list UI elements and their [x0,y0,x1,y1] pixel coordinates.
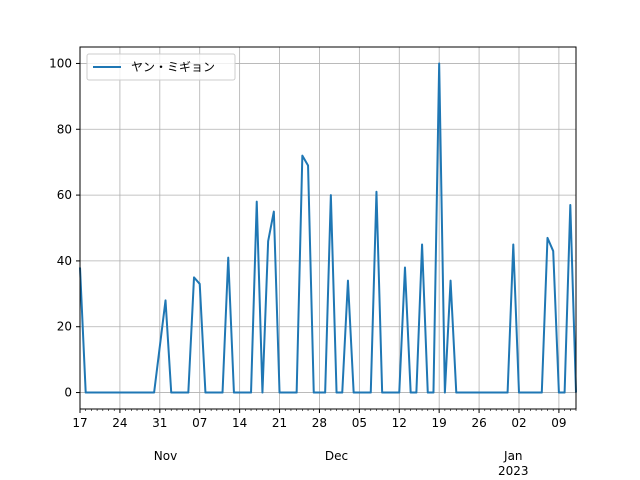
x-tick-label: 14 [232,416,247,430]
x-tick-label: 17 [72,416,87,430]
x-tick-label: 09 [551,416,566,430]
legend: ヤン・ミギョン [86,53,236,81]
x-tick-label: 02 [511,416,526,430]
plot-frame [79,46,577,410]
y-tick-label: 0 [64,386,72,400]
tick-layer: 0 20 40 60 80 100 17 24 31 07 14 21 28 05 12 19 26 02 09 No… [49,56,577,478]
x-tick-label: 28 [312,416,327,430]
series-line [79,62,577,394]
grid-layer [79,47,576,409]
x-tick-label: 05 [352,416,367,430]
x-month-label: Nov [154,449,177,463]
y-tick-label: 40 [57,254,72,268]
x-tick-label: 26 [471,416,486,430]
x-month-label: Dec [325,449,348,463]
series-layer [79,62,577,394]
x-year-label: 2023 [498,464,529,478]
x-tick-label: 24 [112,416,127,430]
y-tick-label: 20 [57,320,72,334]
x-tick-label: 31 [152,416,167,430]
y-tick-label: 80 [57,122,72,136]
x-month-label: Jan [503,449,523,463]
y-tick-label: 100 [49,56,72,70]
x-tick-label: 12 [392,416,407,430]
x-tick-label: 19 [432,416,447,430]
legend-box [86,53,236,81]
x-tick-label: 07 [192,416,207,430]
legend-label: ヤン・ミギョン [131,60,215,74]
x-tick-label: 21 [272,416,287,430]
y-tick-label: 60 [57,188,72,202]
